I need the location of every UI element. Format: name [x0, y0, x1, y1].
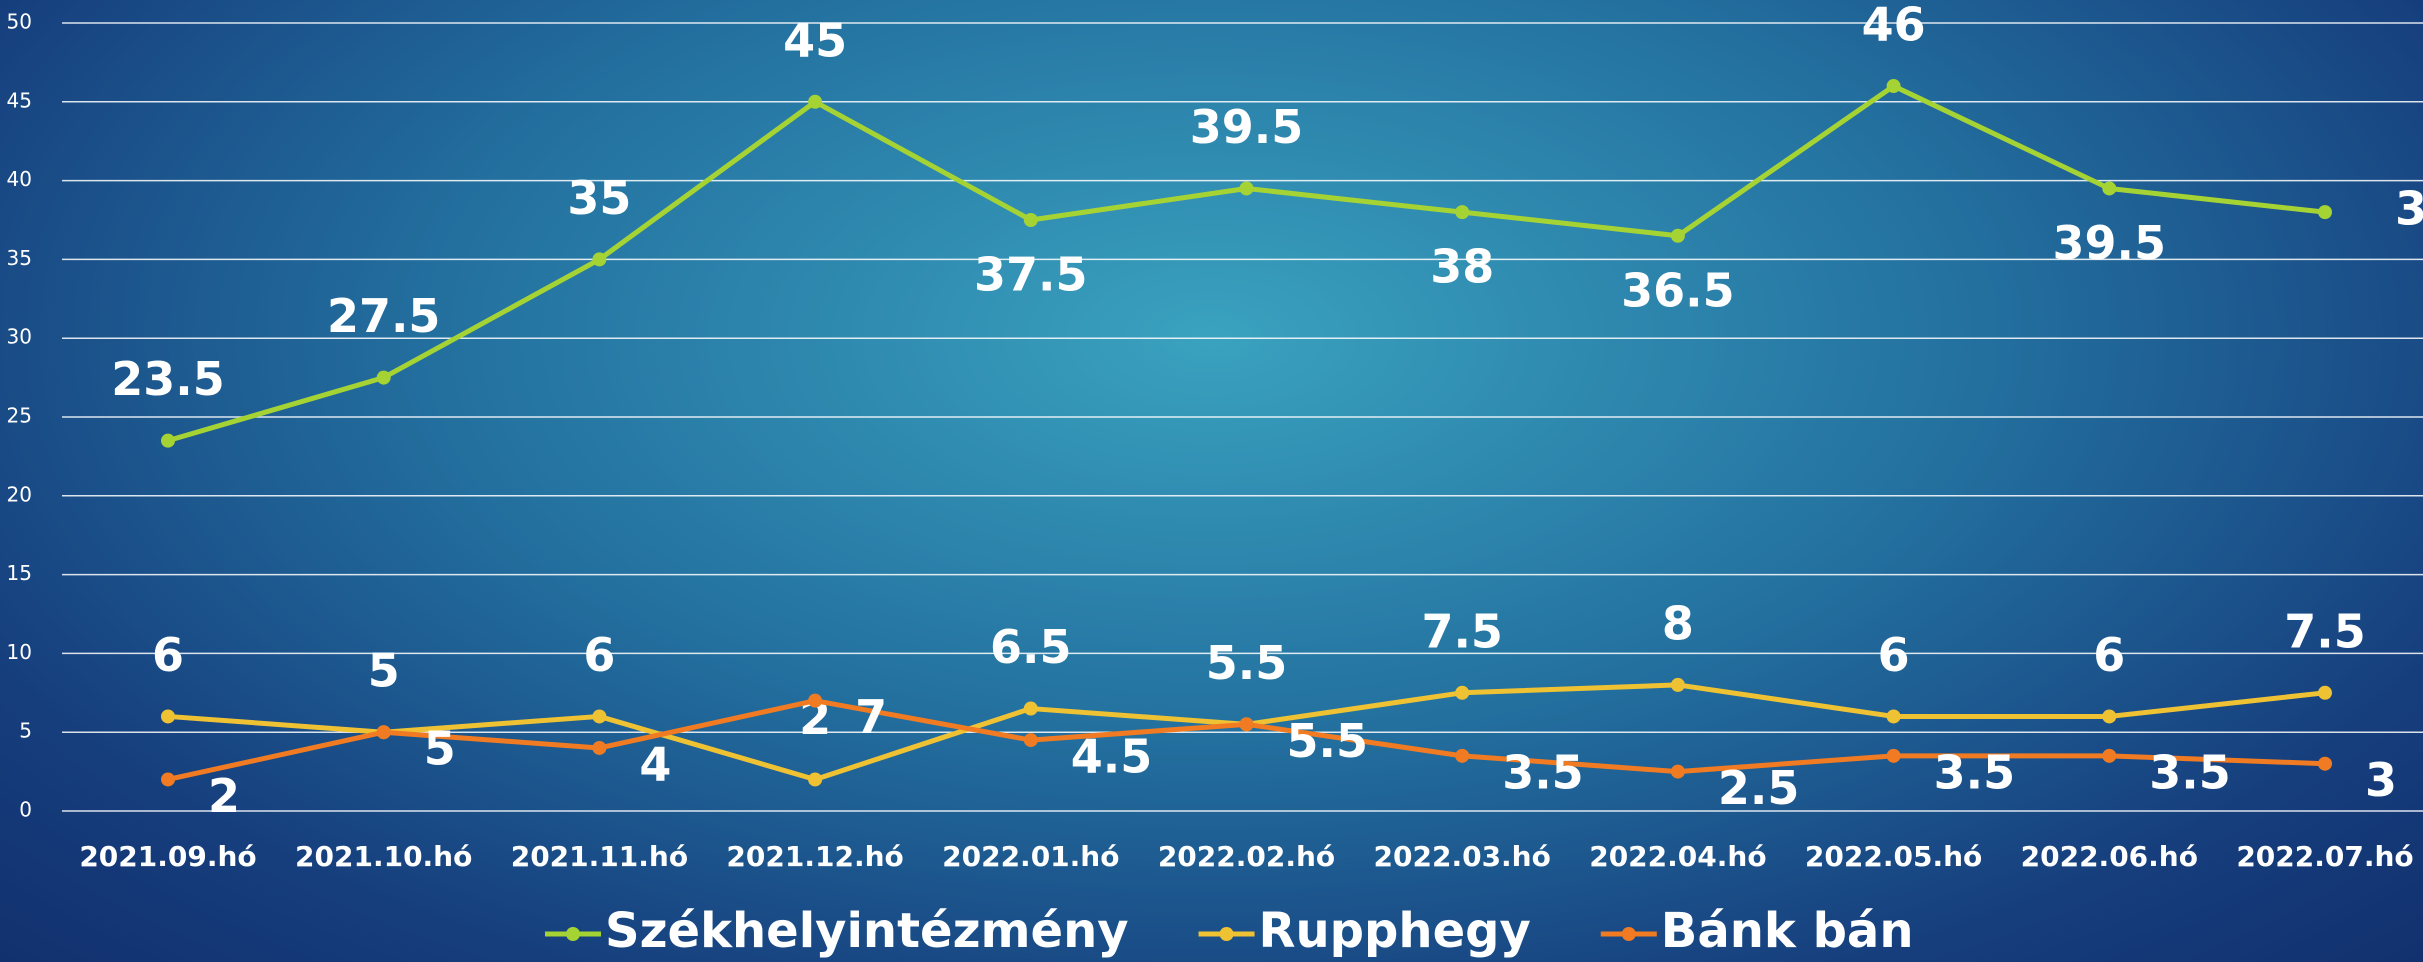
data-point [592, 252, 607, 267]
data-label: 38 [1430, 240, 1494, 294]
legend-label: Székhelyintézmény [605, 903, 1129, 959]
y-tick-label: 30 [7, 325, 32, 349]
x-tick-label: 2022.07.hó [2236, 840, 2413, 873]
data-label: 2 [208, 769, 240, 823]
x-tick-label: 2022.04.hó [1589, 840, 1766, 873]
data-label: 2.5 [1718, 761, 1800, 815]
data-label: 6 [152, 628, 184, 682]
data-label: 7.5 [1421, 604, 1503, 658]
data-label: 8 [1662, 596, 1694, 650]
y-tick-label: 35 [7, 246, 32, 270]
data-label: 39.5 [1190, 100, 1304, 154]
data-label: 4 [639, 737, 671, 791]
legend-marker [566, 927, 580, 941]
data-point [2318, 205, 2332, 220]
data-point [1023, 213, 1038, 227]
x-tick-label: 2021.12.hó [726, 840, 903, 873]
data-point [161, 772, 175, 787]
y-tick-label: 5 [19, 719, 32, 743]
data-point [2102, 709, 2117, 724]
data-point [1670, 764, 1685, 779]
data-point [1455, 205, 1470, 220]
data-label: 39.5 [2053, 216, 2167, 270]
data-point [1023, 733, 1038, 748]
data-point [2102, 181, 2117, 196]
data-label: 6 [583, 628, 615, 682]
x-tick-label: 2022.02.hó [1158, 840, 1335, 873]
x-tick-label: 2022.03.hó [1374, 840, 1551, 873]
y-tick-label: 20 [7, 482, 32, 506]
data-label: 3.5 [1502, 745, 1584, 799]
data-point [808, 693, 823, 708]
data-label: 3.5 [1934, 745, 2016, 799]
data-point [592, 740, 607, 755]
data-label: 36.5 [1621, 263, 1735, 317]
x-tick-label: 2022.01.hó [942, 840, 1119, 873]
data-label: 35 [567, 171, 631, 225]
data-point [1455, 685, 1470, 700]
data-label: 7 [855, 690, 887, 744]
data-point [161, 433, 175, 448]
data-point [808, 772, 823, 787]
data-point [1670, 677, 1685, 692]
y-tick-label: 50 [7, 10, 32, 34]
data-label: 5 [368, 644, 400, 698]
data-point [1886, 709, 1901, 724]
data-point [1023, 701, 1038, 716]
data-point [1670, 228, 1685, 243]
data-point [1455, 748, 1470, 763]
x-tick-label: 2022.05.hó [1805, 840, 1982, 873]
data-label: 27.5 [327, 289, 441, 343]
x-tick-label: 2021.10.hó [295, 840, 472, 873]
data-point [376, 370, 391, 385]
data-label: 6 [1878, 628, 1910, 682]
data-label: 37.5 [974, 248, 1088, 302]
legend-label: Bánk bán [1661, 903, 1914, 959]
data-label: 5 [424, 722, 456, 776]
x-tick-label: 2021.11.hó [511, 840, 688, 873]
data-point [1239, 181, 1254, 196]
data-point [1239, 717, 1254, 732]
data-point [592, 709, 607, 724]
data-point [2102, 748, 2117, 763]
y-tick-label: 40 [7, 167, 32, 191]
y-tick-label: 15 [7, 561, 32, 585]
y-tick-label: 10 [7, 640, 32, 664]
y-tick-label: 45 [7, 88, 32, 112]
y-tick-label: 0 [19, 798, 32, 822]
x-tick-label: 2022.06.hó [2021, 840, 2198, 873]
data-label: 3 [2365, 753, 2397, 807]
data-point [2318, 756, 2332, 771]
data-point [1886, 748, 1901, 763]
data-point [1886, 79, 1901, 94]
data-label: 3.5 [2149, 745, 2231, 799]
y-tick-label: 25 [7, 404, 32, 428]
data-point [376, 725, 391, 740]
data-label: 38 [2395, 182, 2423, 236]
data-label: 5.5 [1287, 714, 1369, 768]
data-label: 23.5 [111, 352, 225, 406]
data-label: 6 [2093, 628, 2125, 682]
data-point [808, 94, 823, 109]
legend: Székhelyintézmény Rupphegy Bánk bán [545, 903, 1913, 959]
data-point [161, 709, 175, 724]
data-label: 45 [783, 13, 847, 67]
legend-marker [1621, 927, 1636, 941]
x-tick-label: 2021.09.hó [79, 840, 256, 873]
data-label: 7.5 [2284, 604, 2366, 658]
data-label: 5.5 [1206, 636, 1288, 690]
data-label: 4.5 [1071, 730, 1153, 784]
data-label: 46 [1862, 0, 1926, 52]
data-label: 6.5 [990, 620, 1072, 674]
legend-label: Rupphegy [1259, 903, 1531, 959]
legend-marker [1219, 927, 1234, 941]
data-point [2318, 685, 2332, 700]
